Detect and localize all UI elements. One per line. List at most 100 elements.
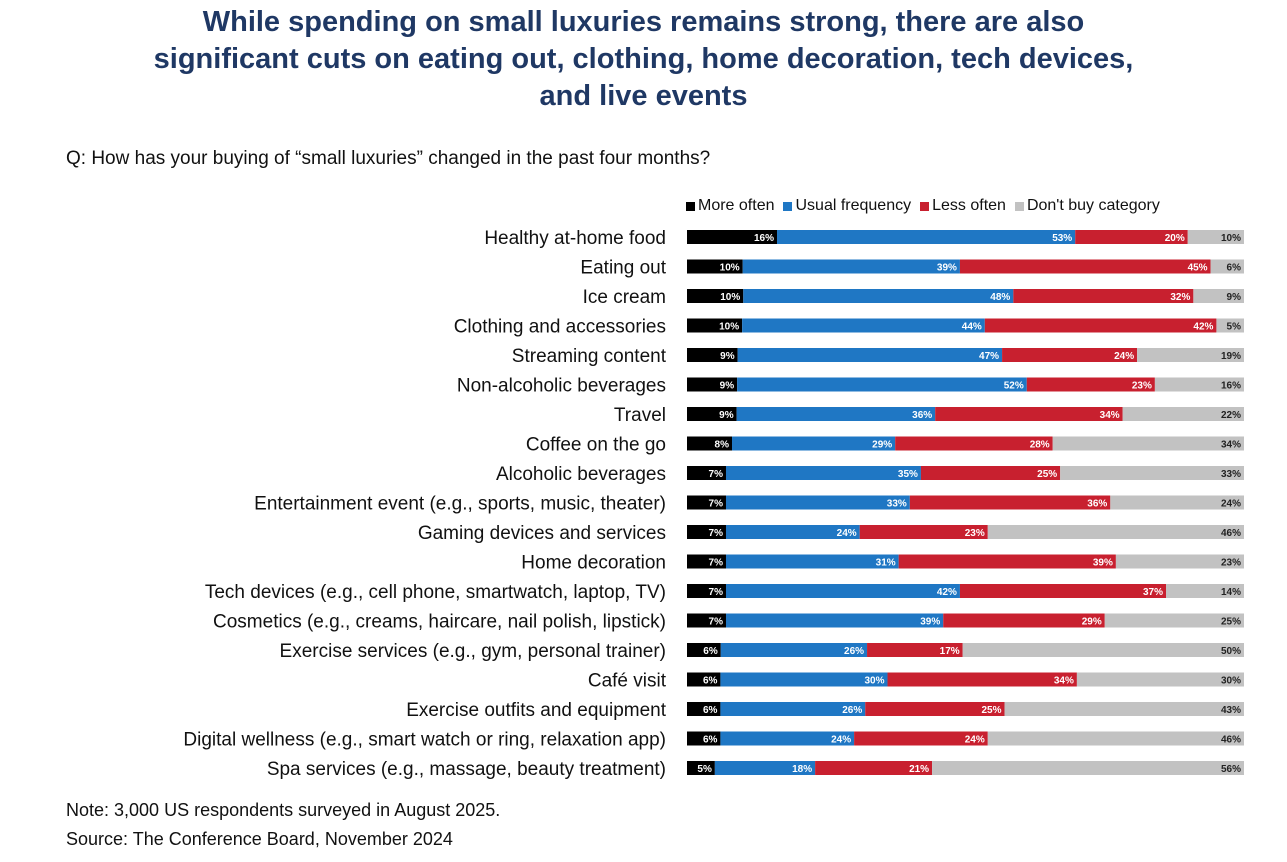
legend-item-dont-buy: Don't buy category (1014, 197, 1160, 215)
data-label-usual-frequency: 47% (979, 351, 999, 362)
bar-segment-more-often (687, 643, 721, 657)
data-label-less-often: 32% (1170, 292, 1190, 303)
category-label: Clothing and accessories (454, 317, 666, 338)
category-label: Alcoholic beverages (496, 464, 666, 485)
data-label-less-often: 34% (1054, 676, 1074, 687)
bar-segment-usual-frequency (777, 230, 1076, 244)
legend-swatch-usual-frequency (783, 201, 793, 211)
bar-segment-usual-frequency (732, 436, 896, 451)
bar-segment-usual-frequency (737, 377, 1027, 392)
data-label-usual-frequency: 36% (912, 410, 932, 421)
legend-label-usual-frequency: Usual frequency (795, 197, 912, 214)
legend-label-less-often: Less often (932, 197, 1006, 214)
data-label-more-often: 6% (703, 705, 718, 716)
data-label-more-often: 7% (709, 469, 724, 480)
bar-segment-less-often (920, 466, 1061, 480)
data-label-more-often: 7% (709, 558, 724, 569)
data-label-more-often: 16% (754, 233, 774, 244)
bar-segment-less-often (859, 525, 988, 539)
data-label-more-often: 6% (703, 646, 718, 657)
bar-segment-more-often (687, 672, 721, 687)
bar-segment-less-often (887, 672, 1077, 687)
category-label: Tech devices (e.g., cell phone, smartwat… (205, 582, 666, 603)
bar-segment-dont-buy (1076, 672, 1244, 687)
data-label-dont-buy: 50% (1221, 646, 1241, 657)
category-label: Healthy at-home food (484, 228, 666, 249)
data-label-more-often: 7% (709, 587, 724, 598)
data-label-dont-buy: 10% (1221, 233, 1241, 244)
bar-segment-usual-frequency (725, 466, 921, 480)
data-label-usual-frequency: 39% (937, 263, 957, 274)
bar-segment-less-often (867, 643, 963, 657)
data-label-more-often: 6% (703, 735, 718, 746)
legend-swatch-more-often (686, 201, 695, 211)
bar-segment-less-often (815, 761, 933, 775)
data-label-more-often: 9% (719, 410, 734, 421)
legend-label-dont-buy: Don't buy category (1026, 197, 1160, 214)
bar-segment-less-often (984, 318, 1217, 333)
category-label: Exercise outfits and equipment (406, 700, 667, 721)
bar-segment-usual-frequency (742, 259, 960, 274)
bar-segment-less-often (909, 495, 1111, 510)
bar-segment-dont-buy (1210, 259, 1244, 274)
bar-segment-usual-frequency (742, 318, 985, 333)
data-label-usual-frequency: 29% (872, 440, 892, 451)
data-label-more-often: 7% (709, 528, 724, 539)
data-label-usual-frequency: 31% (876, 558, 896, 569)
legend-item-usual-frequency: Usual frequency (783, 197, 911, 215)
bar-segment-less-often (865, 702, 1005, 716)
data-label-less-often: 23% (965, 528, 985, 539)
bar-segment-less-often (959, 584, 1167, 598)
data-label-less-often: 20% (1165, 233, 1185, 244)
bar-segment-dont-buy (1193, 289, 1244, 303)
footnote: Note: 3,000 US respondents surveyed in A… (66, 800, 501, 820)
bar-segment-less-often (1075, 230, 1188, 244)
data-label-less-often: 34% (1100, 410, 1120, 421)
bar-segment-usual-frequency (725, 525, 860, 539)
legend-item-less-often: Less often (920, 197, 1006, 215)
bar-segment-less-often (935, 407, 1123, 421)
bar-segment-more-often (687, 584, 726, 598)
data-label-less-often: 21% (909, 764, 929, 775)
bar-segment-usual-frequency (725, 495, 910, 510)
data-label-more-often: 10% (720, 292, 740, 303)
data-label-dont-buy: 5% (1227, 322, 1242, 333)
legend: More often Usual frequency Less often Do… (686, 196, 1160, 216)
bar-segment-less-often (898, 554, 1116, 569)
bar-segment-more-often (687, 377, 738, 392)
data-label-more-often: 6% (703, 676, 718, 687)
data-label-usual-frequency: 33% (887, 499, 907, 510)
data-label-more-often: 7% (709, 617, 724, 628)
data-label-dont-buy: 22% (1221, 410, 1241, 421)
data-label-less-often: 45% (1188, 263, 1208, 274)
bar-segment-more-often (687, 731, 721, 746)
data-label-less-often: 36% (1087, 499, 1107, 510)
bar-segment-usual-frequency (720, 643, 868, 657)
bar-segment-more-often (687, 466, 726, 480)
data-label-dont-buy: 14% (1221, 587, 1241, 598)
data-label-dont-buy: 46% (1221, 735, 1241, 746)
data-label-less-often: 28% (1030, 440, 1050, 451)
bar-segment-dont-buy (1216, 318, 1244, 333)
data-label-less-often: 37% (1143, 587, 1163, 598)
bar-segment-less-often (1002, 348, 1138, 362)
category-label: Travel (614, 405, 666, 426)
data-label-dont-buy: 9% (1227, 292, 1242, 303)
data-label-usual-frequency: 24% (837, 528, 857, 539)
data-label-dont-buy: 24% (1221, 499, 1241, 510)
data-label-dont-buy: 33% (1221, 469, 1241, 480)
data-label-more-often: 8% (715, 440, 730, 451)
bar-segment-more-often (687, 495, 726, 510)
data-label-more-often: 5% (697, 764, 712, 775)
data-label-dont-buy: 16% (1221, 381, 1241, 392)
data-label-dont-buy: 46% (1221, 528, 1241, 539)
bar-segment-less-often (959, 259, 1211, 274)
category-label: Coffee on the go (526, 435, 666, 456)
bar-segment-dont-buy (987, 525, 1244, 539)
bar-segment-dont-buy (1154, 377, 1244, 392)
bar-segment-less-often (895, 436, 1053, 451)
bar-segment-more-often (687, 348, 738, 362)
title-line-1: While spending on small luxuries remains… (202, 6, 1085, 38)
bar-segment-less-often (1013, 289, 1194, 303)
bar-segment-dont-buy (1166, 584, 1244, 598)
